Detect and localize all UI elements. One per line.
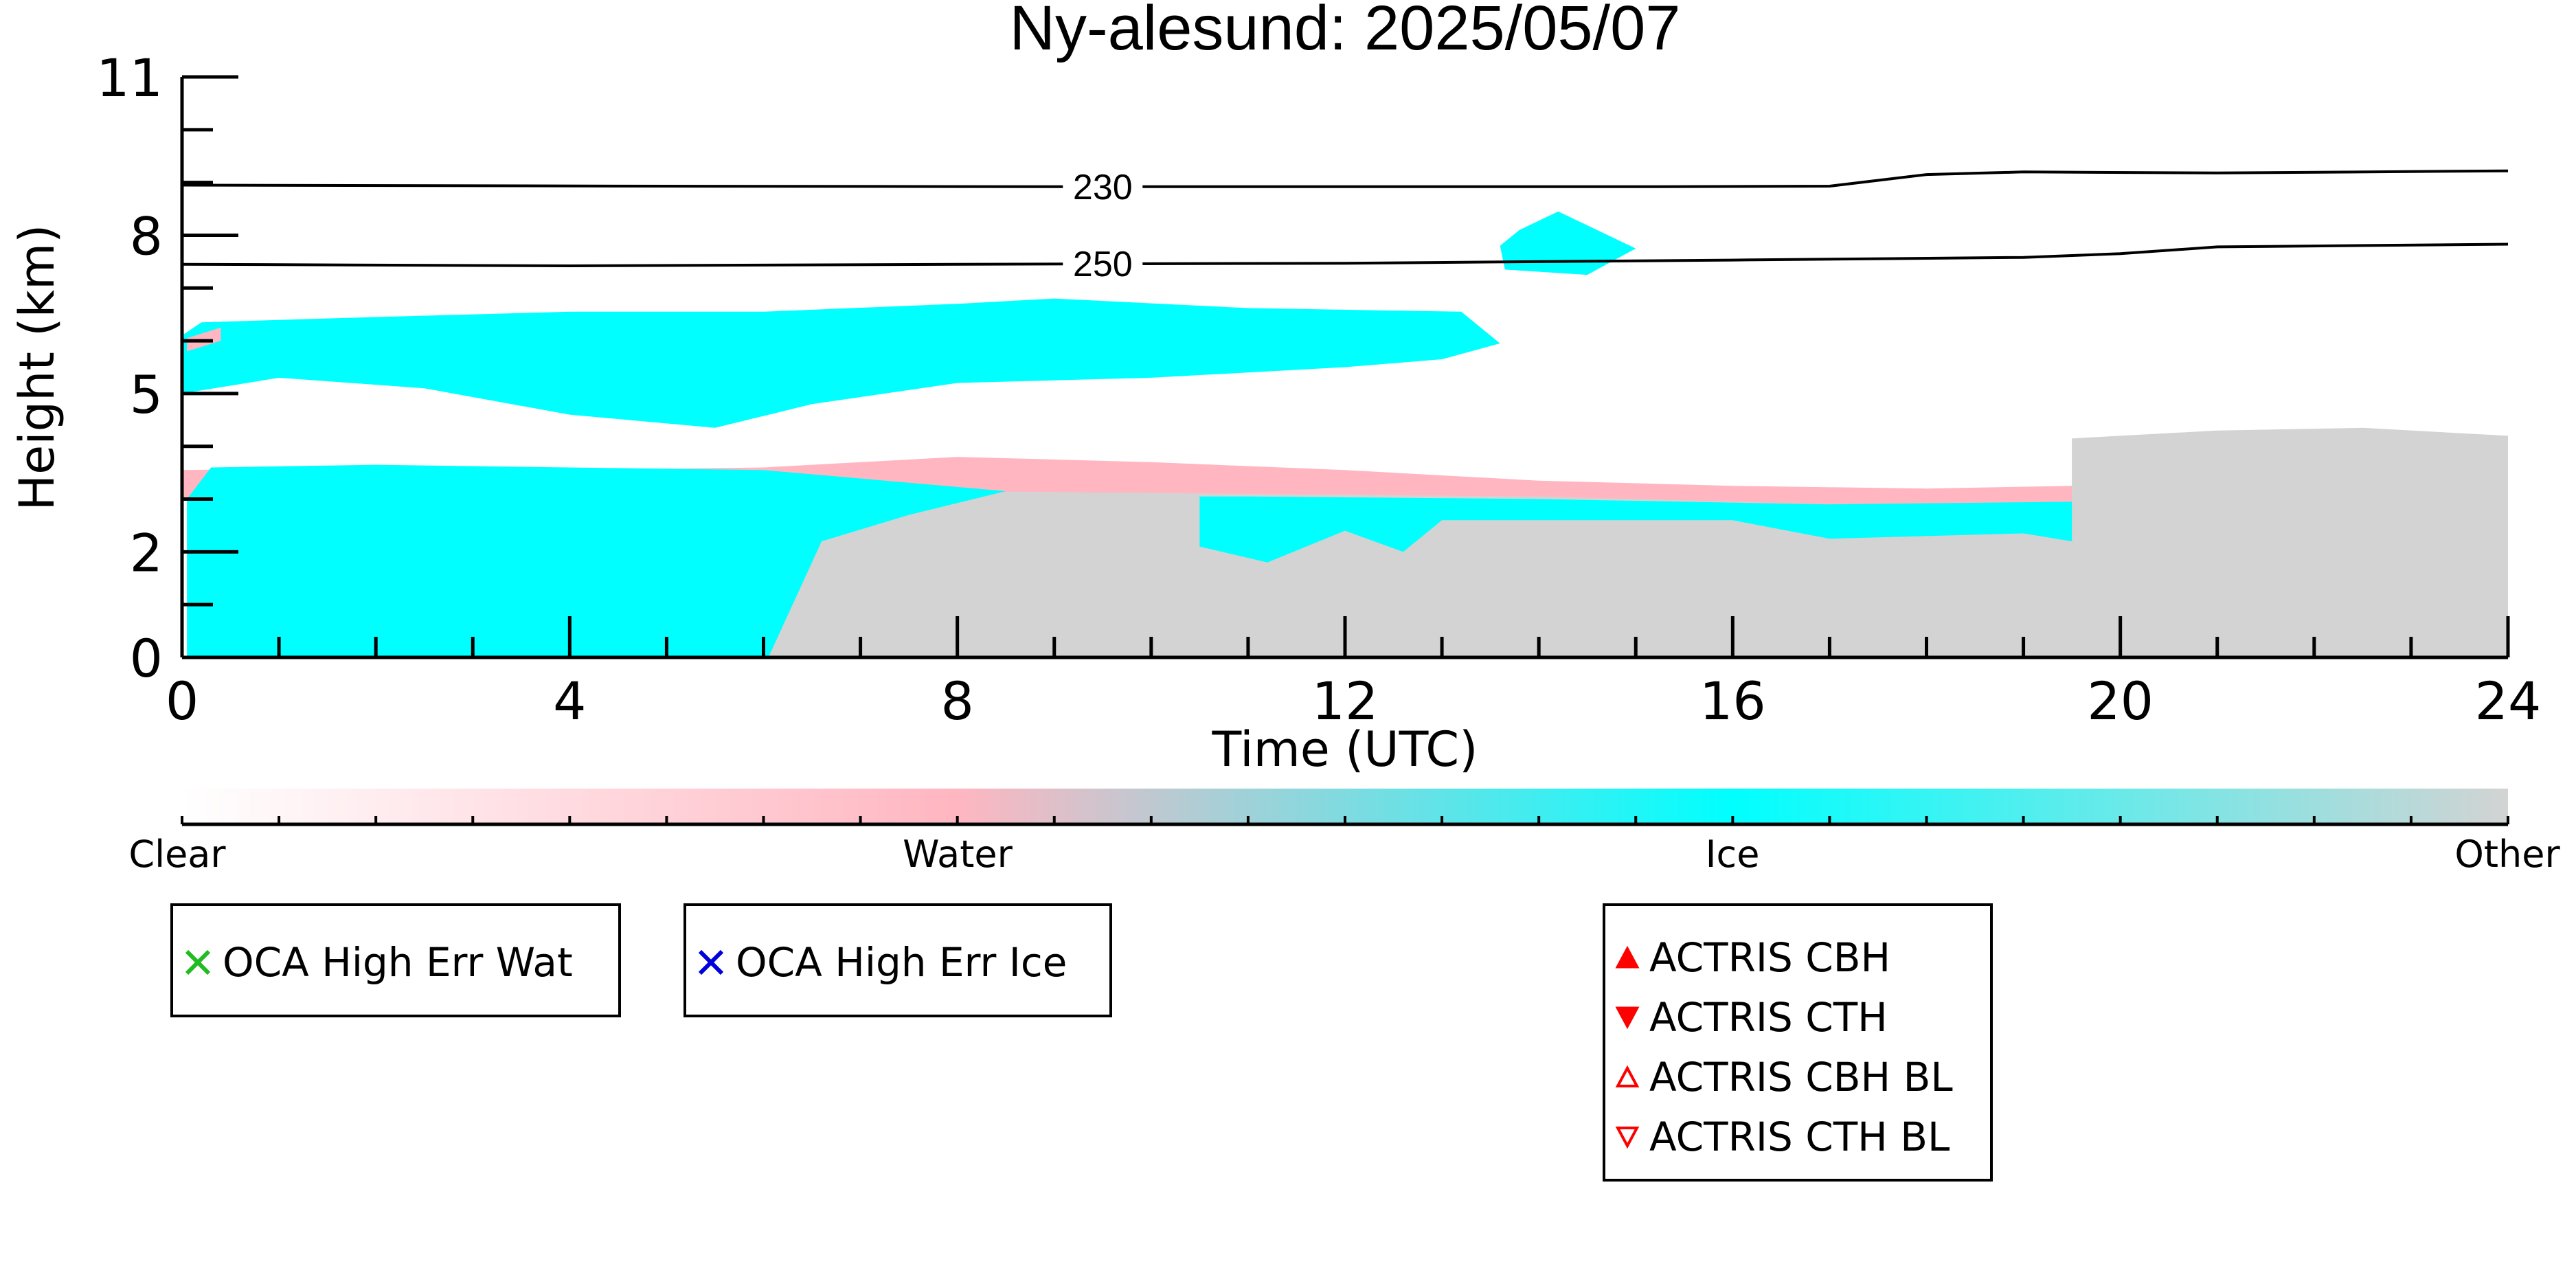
- region-ice: [182, 298, 1500, 428]
- y-tick-label: 11: [96, 47, 163, 109]
- region-ice: [1199, 496, 2072, 563]
- triangle-up-open-icon: [1615, 1065, 1640, 1087]
- colorbar-ticks: [181, 816, 2509, 826]
- x-tick-label: 0: [166, 670, 199, 732]
- colorbar-label-water: Water: [903, 833, 1013, 876]
- legend-item-actris-cth-bl: ACTRIS CTH BL: [1615, 1109, 1950, 1164]
- plot-area: 230 250: [181, 167, 2509, 657]
- x-marker-icon: [698, 949, 724, 975]
- colorbar-label-clear: Clear: [128, 833, 226, 876]
- triangle-down-filled-icon: [1615, 1006, 1640, 1030]
- triangle-up-filled-icon: [1615, 945, 1640, 969]
- legend-item-oca-water: OCA High Err Wat: [183, 935, 573, 990]
- y-tick-label: 8: [130, 205, 163, 267]
- x-axis: 0 4 8 12 16 20 24: [166, 616, 2542, 732]
- contour-label-230: 230: [1073, 168, 1133, 207]
- legend-item-actris-cbh-bl: ACTRIS CBH BL: [1615, 1050, 1953, 1105]
- x-tick-label: 24: [2475, 670, 2542, 732]
- temperature-contours: 230 250: [181, 167, 2509, 284]
- x-axis-title: Time (UTC): [1212, 721, 1478, 778]
- region-ice: [1500, 211, 1636, 275]
- legend-item-actris-cbh: ACTRIS CBH: [1615, 930, 1890, 985]
- legend-oca-water: OCA High Err Wat: [170, 903, 621, 1017]
- y-tick-label: 5: [130, 364, 163, 425]
- legend-item-oca-ice: OCA High Err Ice: [696, 935, 1067, 990]
- contour-label-bg: [1063, 167, 1143, 206]
- contour-label-bg: [1063, 245, 1143, 284]
- legend-actris: ACTRIS CBH ACTRIS CTH ACTRIS CBH BL ACTR…: [1603, 903, 1993, 1182]
- colorbar-label-ice: Ice: [1706, 833, 1760, 876]
- contour-label-250: 250: [1073, 245, 1133, 284]
- x-tick-label: 12: [1312, 670, 1379, 732]
- y-tick-label: 2: [130, 522, 163, 583]
- legend-label: ACTRIS CTH BL: [1649, 1114, 1950, 1160]
- legend-item-actris-cth: ACTRIS CTH: [1615, 990, 1888, 1045]
- legend-label: ACTRIS CTH: [1649, 994, 1888, 1041]
- x-marker-icon: [185, 949, 211, 975]
- region-other: [763, 427, 2508, 657]
- x-tick-label: 20: [2087, 670, 2154, 732]
- legend-oca-ice: OCA High Err Ice: [683, 903, 1112, 1017]
- y-tick-label: 0: [130, 628, 163, 689]
- y-axis-title: Height (km): [9, 225, 65, 511]
- contour-line-250: [181, 242, 2509, 268]
- chart-title: Ny-alesund: 2025/05/07: [1010, 0, 1681, 63]
- legend-label: ACTRIS CBH BL: [1649, 1054, 1953, 1100]
- x-tick-label: 8: [940, 670, 973, 732]
- triangle-down-open-icon: [1615, 1127, 1640, 1149]
- x-tick-label: 16: [1699, 670, 1766, 732]
- region-ice: [187, 464, 1006, 657]
- classification-regions: [182, 211, 2508, 657]
- contour-line-230: [181, 169, 2509, 188]
- x-tick-label: 4: [553, 670, 586, 732]
- legend-label: ACTRIS CBH: [1649, 934, 1891, 981]
- legend-label: OCA High Err Ice: [736, 939, 1067, 986]
- legend-label: OCA High Err Wat: [223, 939, 573, 986]
- colorbar-label-other: Other: [2454, 833, 2560, 876]
- colorbar: Clear Water Ice Other: [128, 789, 2560, 876]
